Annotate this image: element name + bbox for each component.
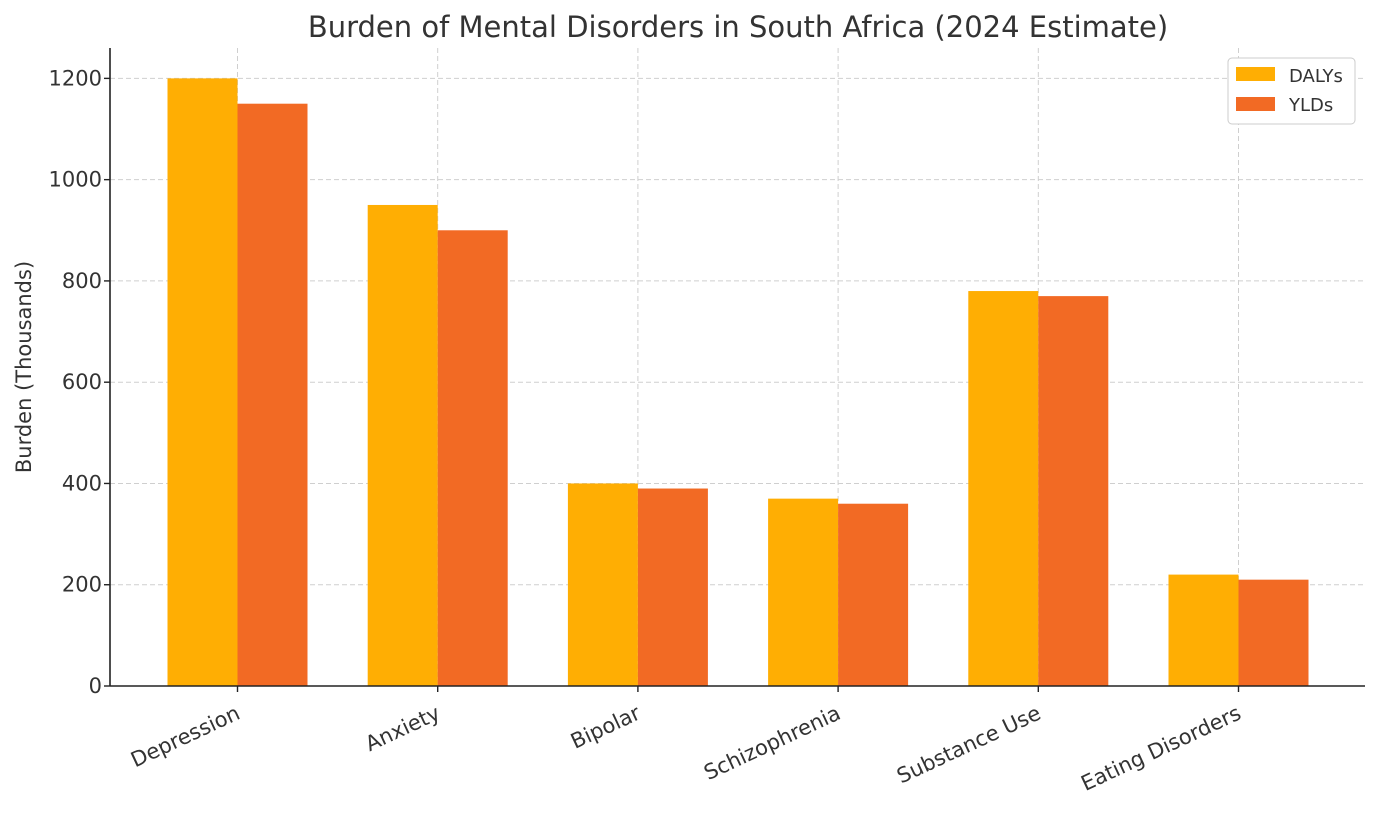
y-tick-label: 400	[62, 471, 102, 495]
x-tick-label: Eating Disorders	[1077, 701, 1244, 796]
bars	[167, 78, 1309, 687]
legend-swatch-ylds	[1236, 97, 1275, 111]
y-axis-label: Burden (Thousands)	[12, 261, 36, 473]
x-tick-label: Anxiety	[362, 701, 444, 756]
legend-label-ylds: YLDs	[1288, 95, 1333, 116]
y-tick-label: 1000	[49, 168, 102, 192]
x-tick-label: Schizophrenia	[700, 701, 844, 785]
x-tick-label: Depression	[127, 701, 244, 772]
legend-swatch-dalys	[1236, 67, 1275, 81]
bar-dalys-schizophrenia	[768, 498, 839, 686]
legend-label-dalys: DALYs	[1289, 66, 1343, 87]
y-tick-label: 600	[62, 370, 102, 394]
bar-dalys-eating-disorders	[1168, 574, 1239, 686]
bar-ylds-anxiety	[437, 230, 508, 687]
bar-dalys-anxiety	[367, 204, 438, 686]
bar-dalys-bipolar	[567, 483, 638, 686]
bar-ylds-schizophrenia	[838, 503, 909, 686]
x-ticks: Depression Anxiety Bipolar Schizophrenia Sub…	[127, 686, 1245, 796]
bar-dalys-substance-use	[968, 291, 1039, 686]
x-tick-label: Bipolar	[567, 701, 644, 754]
y-tick-label: 0	[89, 674, 102, 698]
y-tick-label: 1200	[49, 66, 102, 90]
bar-ylds-depression	[237, 103, 308, 686]
legend: DALYs YLDs	[1227, 57, 1356, 125]
bar-ylds-substance-use	[1038, 296, 1109, 686]
y-ticks: 0 200 400 600 800 1000 1200	[49, 66, 110, 698]
bar-ylds-eating-disorders	[1238, 579, 1309, 686]
bar-dalys-depression	[167, 78, 238, 686]
axes	[109, 48, 1365, 687]
bar-ylds-bipolar	[637, 488, 708, 686]
x-tick-label: Substance Use	[893, 701, 1044, 789]
chart-title: Burden of Mental Disorders in South Afri…	[308, 10, 1168, 44]
y-tick-label: 200	[62, 573, 102, 597]
y-tick-label: 800	[62, 269, 102, 293]
